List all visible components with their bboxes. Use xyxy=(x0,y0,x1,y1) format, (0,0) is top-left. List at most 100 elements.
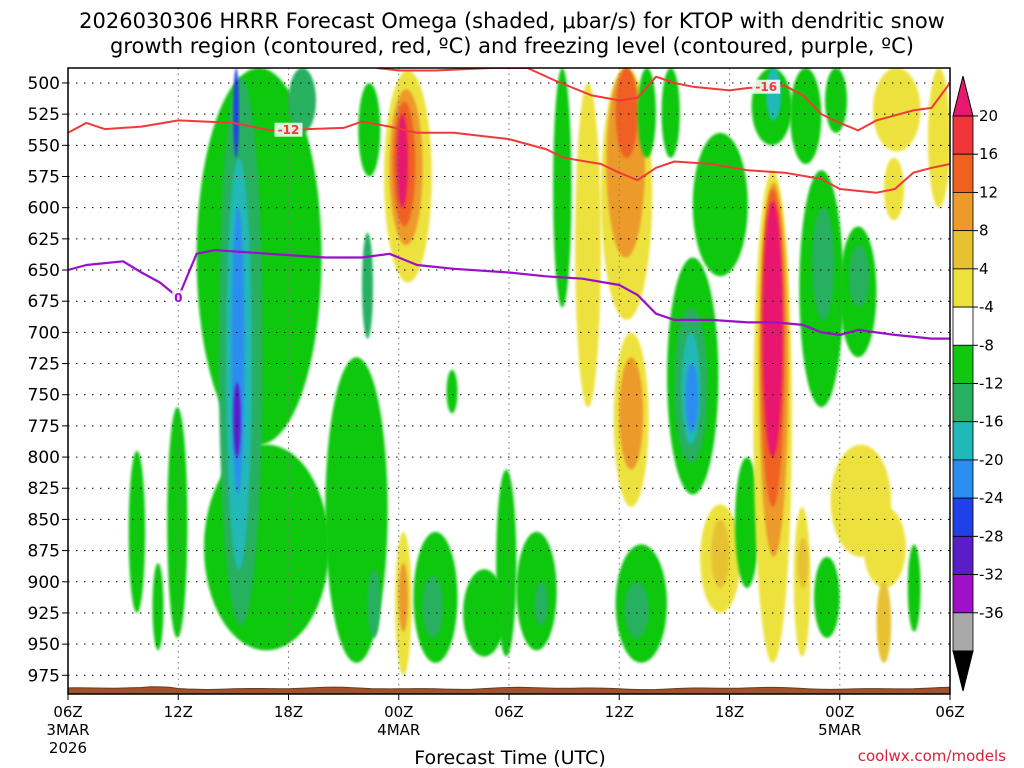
omega-region-34 xyxy=(619,357,644,470)
dgz-contour-m12-label: -12 xyxy=(278,123,300,137)
colorbar-label: -36 xyxy=(979,604,1004,622)
omega-region-43 xyxy=(692,132,748,277)
omega-region-28 xyxy=(553,68,572,308)
omega-region-25 xyxy=(496,469,517,657)
terrain-ground xyxy=(68,686,950,694)
colorbar-bin xyxy=(952,115,974,155)
y-tick-label: 975 xyxy=(28,666,60,686)
contours: -12 -16 0 xyxy=(68,68,950,340)
colorbar-label: -24 xyxy=(979,489,1004,507)
x-tick-date-label: 4MAR xyxy=(377,721,420,739)
colorbar-label: 12 xyxy=(979,183,998,201)
x-tick-label: 00Z xyxy=(384,703,413,721)
omega-region-27 xyxy=(534,581,548,626)
y-tick-label: 925 xyxy=(28,604,60,624)
y-tick-label: 550 xyxy=(28,136,60,156)
x-tick-date-label: 5MAR xyxy=(818,721,861,739)
colorbar-label: -4 xyxy=(979,298,994,316)
omega-region-57 xyxy=(812,207,835,320)
colorbar-label: -28 xyxy=(979,527,1004,545)
x-tick-label: 18Z xyxy=(274,703,303,721)
plot-area: -12 -16 0 xyxy=(68,68,950,694)
y-axis: 500 525 550 575 600 625 650 675 700 725 750 775 800 8… xyxy=(28,74,68,686)
colorbar-label: -12 xyxy=(979,375,1004,393)
credit-text: coolwx.com/models xyxy=(858,747,1006,765)
omega-region-37 xyxy=(637,68,656,158)
colorbar-label: 8 xyxy=(979,222,989,240)
x-tick-label: 12Z xyxy=(164,703,193,721)
omega-region-65 xyxy=(876,581,892,663)
y-tick-label: 650 xyxy=(28,261,60,281)
omega-region-61 xyxy=(848,245,870,308)
omega-region-29 xyxy=(575,82,601,408)
x-tick-date-label: 3MAR xyxy=(46,721,89,739)
omega-region-67 xyxy=(907,544,921,632)
colorbar-top-arrow xyxy=(952,75,974,117)
colorbar-bin xyxy=(952,612,974,652)
y-tick-label: 675 xyxy=(28,292,60,312)
dgz-contour-m16-label-bg xyxy=(752,79,781,94)
y-tick-label: 600 xyxy=(28,199,60,219)
colorbar-label: 16 xyxy=(979,145,998,163)
omega-region-68 xyxy=(927,68,950,208)
omega-region-0 xyxy=(128,450,146,613)
colorbar-bin xyxy=(952,230,974,270)
x-tick-label: 06Z xyxy=(935,703,964,721)
colorbar-bottom-arrow xyxy=(952,650,974,692)
colorbar-label: -32 xyxy=(979,566,1004,584)
omega-region-10 xyxy=(288,68,317,133)
x-tick-label: 00Z xyxy=(825,703,854,721)
omega-region-55 xyxy=(797,538,809,589)
freezing-level-contour-label: 0 xyxy=(174,291,182,305)
omega-region-59 xyxy=(825,68,848,133)
colorbar-bin xyxy=(952,421,974,461)
grid-lines xyxy=(68,68,950,694)
omega-shading xyxy=(128,68,950,676)
y-tick-label: 725 xyxy=(28,355,60,375)
colorbar: 20 16 12 8 4 -4 -8 -12 -16 -20 -24 -28 -32 -36 xyxy=(952,75,1004,692)
freezing-level-contour xyxy=(68,249,950,340)
y-tick-label: 825 xyxy=(28,479,60,499)
colorbar-bin xyxy=(952,497,974,537)
y-tick-label: 900 xyxy=(28,573,60,593)
omega-region-13 xyxy=(362,232,374,339)
omega-region-53 xyxy=(790,68,822,165)
colorbar-bin xyxy=(952,192,974,232)
omega-region-36 xyxy=(624,581,649,638)
omega-region-20 xyxy=(398,563,408,632)
y-tick-label: 700 xyxy=(28,323,60,343)
omega-region-12 xyxy=(358,82,381,177)
colorbar-label: -20 xyxy=(979,451,1004,469)
omega-region-58 xyxy=(814,556,840,638)
x-axis-label: Forecast Time (UTC) xyxy=(414,747,605,768)
dgz-contour-m16-label: -16 xyxy=(755,80,777,94)
colorbar-bin xyxy=(952,306,974,346)
y-tick-label: 850 xyxy=(28,510,60,530)
omega-region-2 xyxy=(167,407,188,638)
omega-region-64 xyxy=(863,506,906,589)
y-tick-label: 750 xyxy=(28,386,60,406)
colorbar-label: -8 xyxy=(979,336,994,354)
x-tick-label: 12Z xyxy=(605,703,634,721)
colorbar-bin xyxy=(952,383,974,423)
omega-region-22 xyxy=(422,575,443,638)
x-tick-year-label: 2026 xyxy=(49,739,87,757)
colorbar-bin xyxy=(952,535,974,575)
freezing-level-contour-label-bg xyxy=(172,290,185,305)
chart-title-line-1: 2026030306 HRRR Forecast Omega (shaded, … xyxy=(79,9,945,33)
y-tick-label: 625 xyxy=(28,230,60,250)
omega-region-9 xyxy=(233,68,239,158)
omega-region-41 xyxy=(685,363,699,433)
x-tick-label: 18Z xyxy=(715,703,744,721)
y-tick-label: 775 xyxy=(28,417,60,437)
colorbar-bin xyxy=(952,459,974,499)
x-tick-label: 06Z xyxy=(53,703,82,721)
omega-region-8 xyxy=(233,382,241,458)
omega-region-32 xyxy=(615,68,638,158)
omega-region-45 xyxy=(711,519,730,589)
y-tick-label: 875 xyxy=(28,542,60,562)
y-tick-label: 575 xyxy=(28,167,60,187)
colorbar-label: 4 xyxy=(979,260,989,278)
